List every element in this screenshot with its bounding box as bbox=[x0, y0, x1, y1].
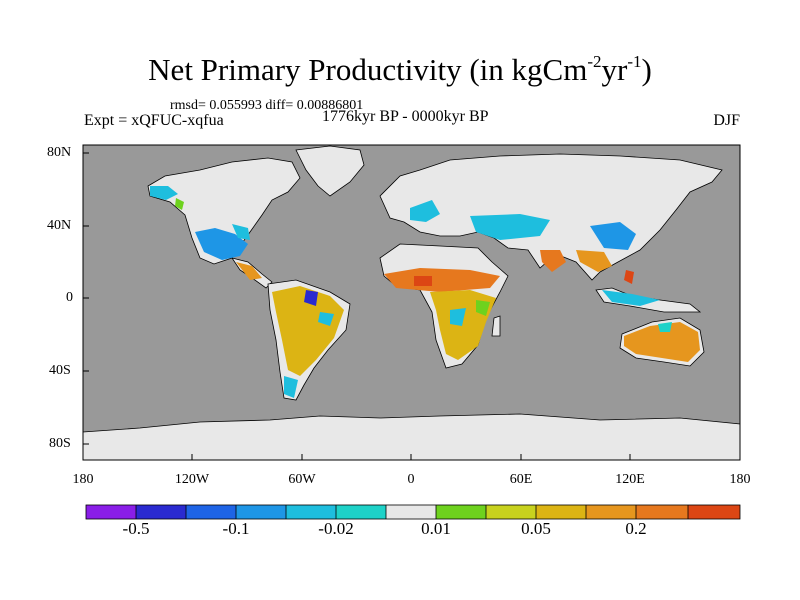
colorbar-label-4: 0.01 bbox=[421, 519, 451, 538]
season-label: DJF bbox=[713, 112, 740, 129]
anomaly-east-asia bbox=[590, 222, 636, 250]
map-title: Net Primary Productivity (in kgCm-2yr-1) bbox=[0, 50, 800, 90]
anomaly-australia bbox=[624, 322, 700, 362]
land-north-america bbox=[147, 157, 301, 265]
title-main: Net Primary Productivity (in kgCm bbox=[148, 52, 588, 87]
lat-label-80n: 80N bbox=[47, 145, 72, 160]
anomaly-southern-africa bbox=[450, 308, 466, 326]
anomaly-europe bbox=[410, 200, 440, 222]
lon-label-120e: 120E bbox=[615, 472, 645, 487]
anomaly-mexico bbox=[236, 262, 262, 280]
lon-label-180w: 180 bbox=[72, 472, 94, 487]
colorbar-box-6 bbox=[336, 505, 386, 519]
colorbar-outline bbox=[85, 504, 741, 520]
land-greenland bbox=[295, 145, 365, 197]
stats-label: rmsd= 0.055993 diff= 0.00886801 bbox=[170, 98, 364, 113]
lon-label-0: 0 bbox=[407, 472, 415, 487]
title-close: ) bbox=[641, 52, 652, 87]
lon-label-60w: 60W bbox=[288, 472, 316, 487]
colorbar-box-13 bbox=[688, 505, 740, 519]
anomaly-brazil-east bbox=[304, 290, 318, 306]
colorbar-box-10 bbox=[536, 505, 586, 519]
colorbar-box-7 bbox=[386, 505, 436, 519]
colorbar-box-9 bbox=[486, 505, 536, 519]
lon-label-120w: 120W bbox=[174, 472, 210, 487]
colorbar-label-3: -0.02 bbox=[318, 519, 354, 538]
title-unit: yr bbox=[601, 52, 628, 87]
anomaly-central-asia bbox=[470, 214, 550, 240]
colorbar-label-6: 0.2 bbox=[625, 519, 647, 538]
anomaly-us-pacific bbox=[175, 198, 184, 210]
anomaly-amazon-south bbox=[318, 312, 334, 326]
title-superscript-2: -1 bbox=[627, 52, 642, 71]
experiment-label: Expt = xQFUC-xqfua bbox=[84, 112, 224, 129]
anomaly-australia-north bbox=[658, 322, 672, 332]
colorbar-label-1: -0.5 bbox=[122, 519, 150, 538]
anomaly-canada bbox=[150, 186, 178, 200]
colorbar-label-5: 0.05 bbox=[521, 519, 551, 538]
lat-label-40n: 40N bbox=[47, 218, 72, 233]
lat-label-80s: 80S bbox=[49, 436, 71, 451]
colorbar-box-3 bbox=[186, 505, 236, 519]
colorbar-box-4 bbox=[236, 505, 286, 519]
period-label: 1776kyr BP - 0000kyr BP bbox=[322, 108, 489, 125]
lon-label-180e: 180 bbox=[729, 472, 751, 487]
colorbar-box-11 bbox=[586, 505, 636, 519]
colorbar-box-2 bbox=[136, 505, 186, 519]
longitude-ticks bbox=[82, 454, 741, 460]
anomaly-us-east bbox=[232, 224, 250, 240]
colorbar-label-2: -0.1 bbox=[222, 519, 250, 538]
anomaly-india bbox=[540, 250, 566, 272]
anomaly-philippines bbox=[624, 270, 634, 284]
anomaly-sahel bbox=[384, 268, 500, 292]
colorbar-box-5 bbox=[286, 505, 336, 519]
anomaly-amazon bbox=[272, 286, 344, 376]
anomaly-us bbox=[195, 228, 248, 260]
lat-label-40s: 40S bbox=[49, 363, 71, 378]
colorbar-box-12 bbox=[636, 505, 688, 519]
lat-label-0: 0 bbox=[66, 290, 73, 305]
anomaly-indonesia bbox=[602, 290, 660, 306]
title-superscript-1: -2 bbox=[587, 52, 602, 71]
colorbar-box-8 bbox=[436, 505, 486, 519]
land-madagascar bbox=[491, 315, 501, 337]
colorbar-box-1 bbox=[86, 505, 136, 519]
anomaly-east-africa bbox=[476, 300, 490, 316]
latitude-ticks bbox=[83, 152, 89, 445]
colorbar bbox=[85, 504, 741, 520]
anomaly-west-africa bbox=[414, 276, 432, 286]
anomaly-patches bbox=[150, 186, 700, 398]
lon-label-60e: 60E bbox=[509, 472, 533, 487]
anomaly-southeast-asia bbox=[576, 250, 612, 272]
anomaly-patagonia bbox=[284, 376, 298, 398]
